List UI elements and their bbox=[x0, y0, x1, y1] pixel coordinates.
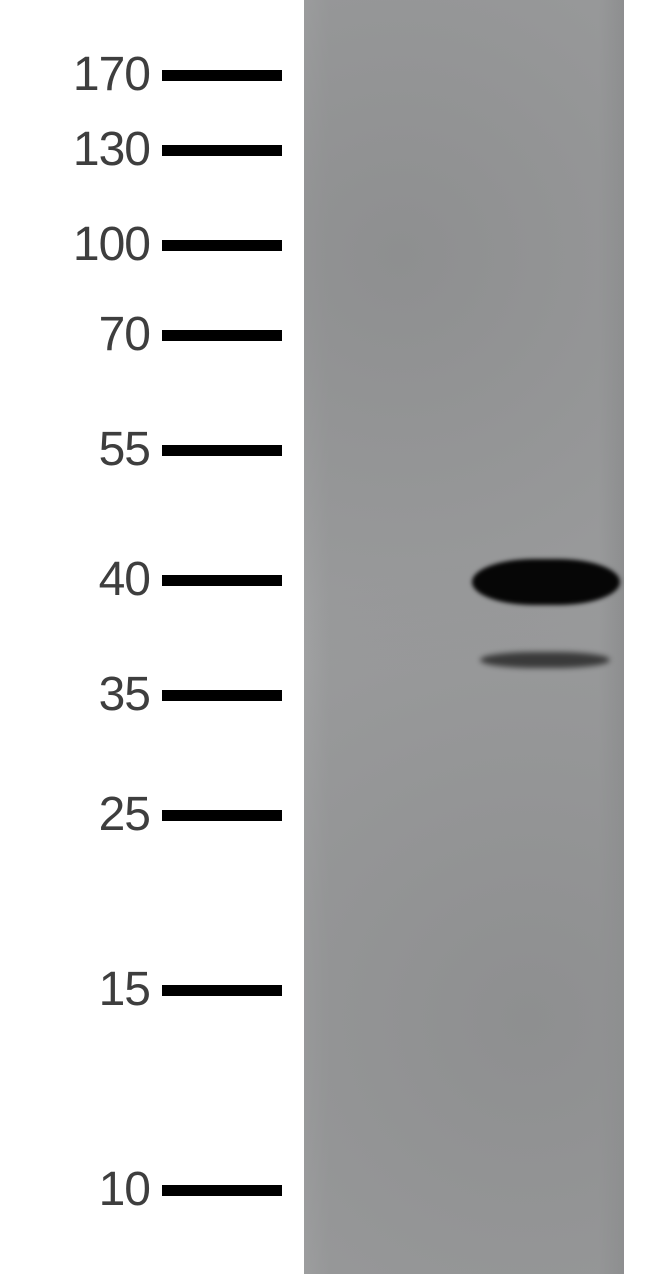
mw-label-70: 70 bbox=[99, 307, 150, 362]
mw-label-170: 170 bbox=[73, 47, 150, 102]
mw-label-100: 100 bbox=[73, 217, 150, 272]
mw-label-55: 55 bbox=[99, 422, 150, 477]
mw-tick-25 bbox=[162, 810, 282, 821]
mw-tick-15 bbox=[162, 985, 282, 996]
mw-label-25: 25 bbox=[99, 787, 150, 842]
mw-label-15: 15 bbox=[99, 962, 150, 1017]
mw-tick-70 bbox=[162, 330, 282, 341]
mw-tick-10 bbox=[162, 1185, 282, 1196]
mw-tick-40 bbox=[162, 575, 282, 586]
mw-label-130: 130 bbox=[73, 122, 150, 177]
mw-label-35: 35 bbox=[99, 667, 150, 722]
mw-tick-130 bbox=[162, 145, 282, 156]
mw-tick-55 bbox=[162, 445, 282, 456]
mw-label-10: 10 bbox=[99, 1162, 150, 1217]
band-main-40kda bbox=[472, 559, 620, 605]
figure-root: 170 130 100 70 55 40 35 25 15 10 bbox=[0, 0, 650, 1274]
mw-label-40: 40 bbox=[99, 552, 150, 607]
band-minor-37kda bbox=[480, 652, 610, 668]
mw-tick-170 bbox=[162, 70, 282, 81]
mw-tick-35 bbox=[162, 690, 282, 701]
mw-tick-100 bbox=[162, 240, 282, 251]
blot-membrane bbox=[304, 0, 624, 1274]
